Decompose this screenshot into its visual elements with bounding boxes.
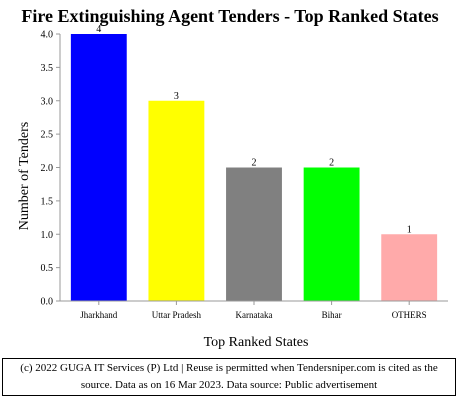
- bar-value-label: 2: [252, 158, 257, 169]
- y-tick-label: 3.5: [41, 63, 54, 74]
- footer-note: (c) 2022 GUGA IT Services (P) Ltd | Reus…: [2, 358, 456, 396]
- y-tick-label: 4.0: [41, 30, 54, 41]
- bar-chart: 0.0 0.5 1.0 1.5 2.0 2.5 3.0 3.5 4.0 4 3 2 2 1 Jharkh…: [17, 24, 448, 350]
- y-tick-label: 3.0: [41, 96, 54, 107]
- y-tick-label: 0.0: [41, 297, 54, 308]
- y-tick-label: 2.0: [41, 163, 54, 174]
- bars-group: 4 3 2 2 1: [70, 24, 438, 301]
- x-tick-label: Bihar: [322, 310, 342, 320]
- y-axis-label: Number of Tenders: [17, 122, 32, 230]
- bar: [70, 34, 127, 301]
- x-tick-label: Karnataka: [236, 310, 273, 320]
- x-tick-label: OTHERS: [392, 310, 427, 320]
- y-axis: 0.0 0.5 1.0 1.5 2.0 2.5 3.0 3.5 4.0: [41, 30, 61, 308]
- bar-value-label: 4: [96, 24, 101, 35]
- bar-value-label: 3: [174, 91, 179, 102]
- footer-line-2: source. Data as on 16 Mar 2023. Data sou…: [80, 379, 378, 391]
- x-tick-label: Uttar Pradesh: [152, 310, 202, 320]
- x-tick-label: Jharkhand: [80, 310, 117, 320]
- bar-value-label: 1: [407, 224, 412, 235]
- y-tick-label: 1.5: [41, 196, 54, 207]
- chart-title: Fire Extinguishing Agent Tenders - Top R…: [21, 6, 439, 26]
- x-axis-label: Top Ranked States: [204, 335, 309, 350]
- bar-value-label: 2: [329, 158, 334, 169]
- bar: [381, 234, 438, 301]
- y-tick-label: 2.5: [41, 130, 54, 141]
- footer-line-1: (c) 2022 GUGA IT Services (P) Ltd | Reus…: [20, 362, 438, 374]
- bar: [226, 167, 282, 301]
- bar: [148, 100, 205, 301]
- bar: [303, 167, 360, 301]
- y-tick-label: 1.0: [41, 230, 54, 241]
- x-axis: Jharkhand Uttar Pradesh Karnataka Bihar OTHE…: [60, 300, 448, 320]
- y-tick-label: 0.5: [41, 263, 54, 274]
